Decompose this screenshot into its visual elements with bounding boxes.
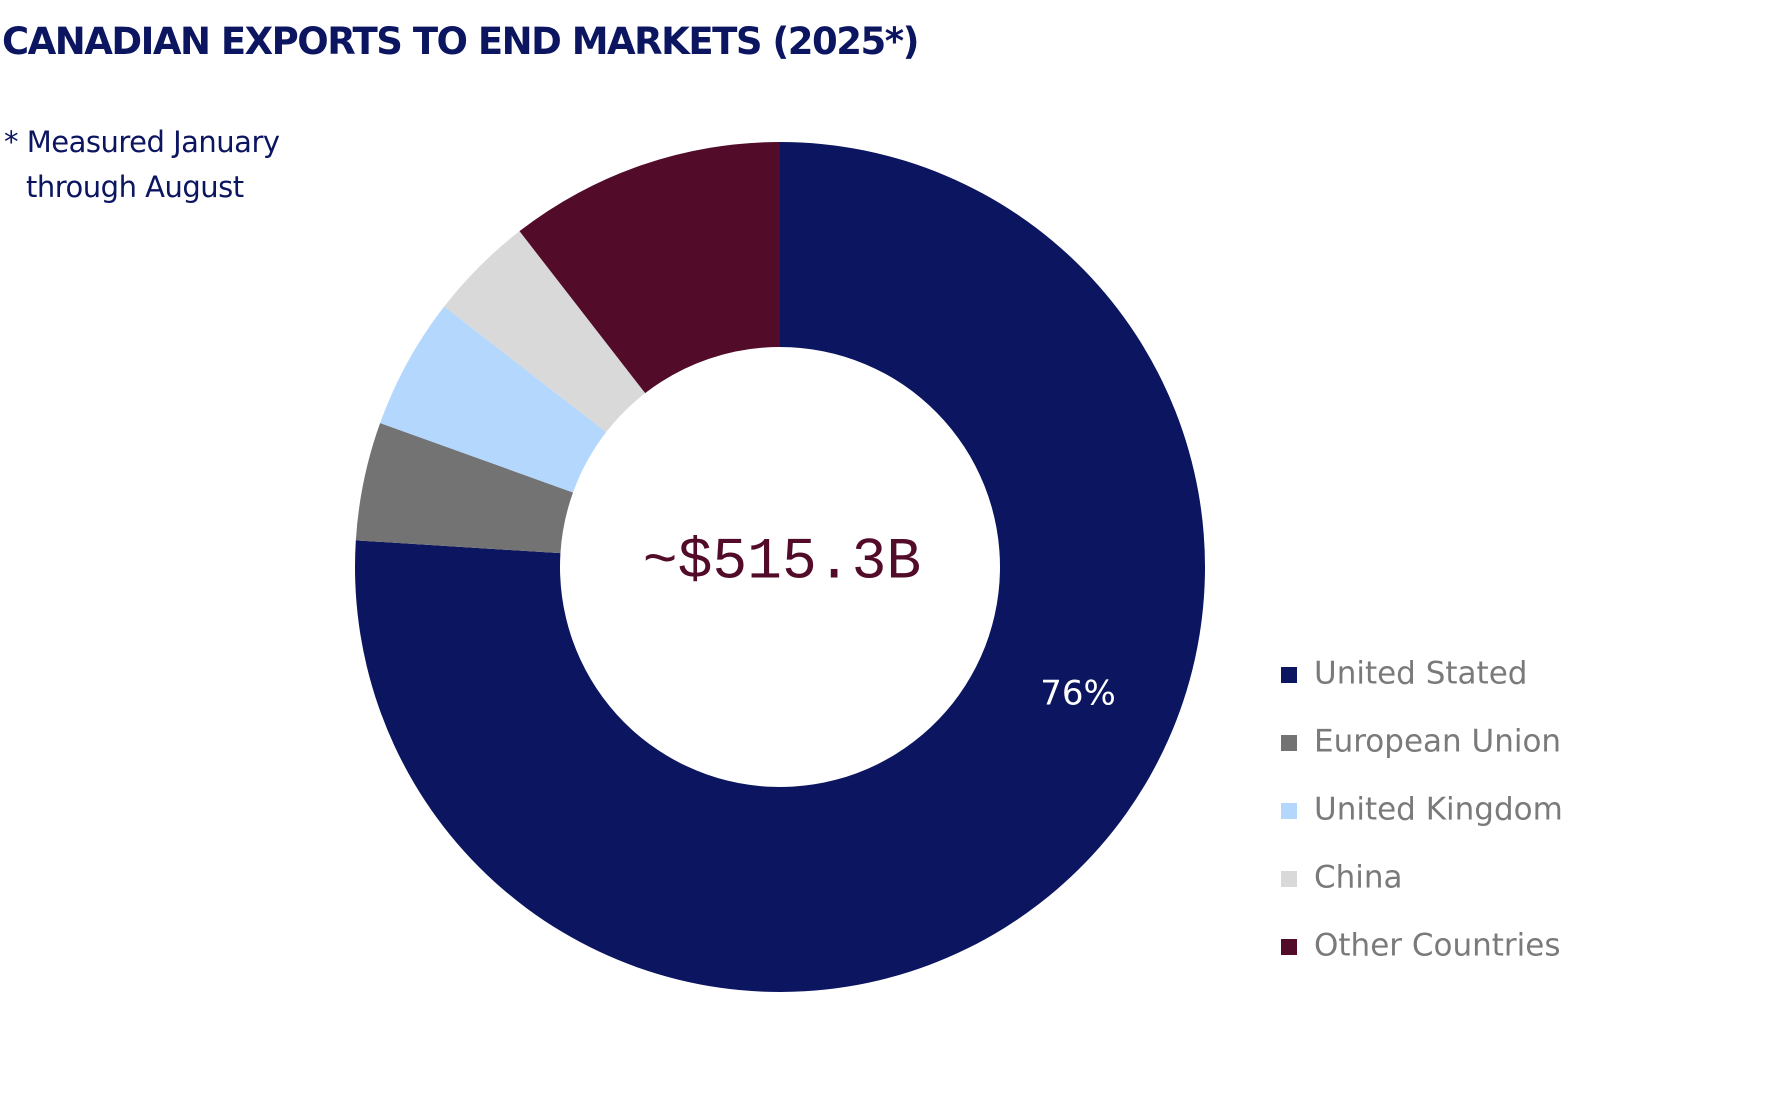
footnote: * Measured January through August [4, 125, 280, 204]
center-label: ~$515.3B [643, 530, 921, 595]
legend-label: European Union [1314, 724, 1561, 760]
legend-label: United Stated [1314, 656, 1527, 692]
legend-label: Other Countries [1314, 928, 1561, 964]
donut-slice [355, 142, 1205, 992]
legend-swatch [1281, 667, 1297, 683]
legend-swatch [1281, 939, 1297, 955]
donut-slice [380, 306, 607, 493]
legend-label: United Kingdom [1314, 792, 1563, 828]
legend-swatch [1281, 803, 1297, 819]
donut-slice [355, 423, 574, 554]
value-label: 76% [1040, 674, 1116, 714]
donut-slice [444, 231, 646, 433]
donut-slice [519, 142, 780, 394]
legend-swatch [1281, 735, 1297, 751]
legend-swatch [1281, 871, 1297, 887]
chart-title: CANADIAN EXPORTS TO END MARKETS (2025*) [2, 20, 920, 63]
legend-label: China [1314, 860, 1403, 896]
